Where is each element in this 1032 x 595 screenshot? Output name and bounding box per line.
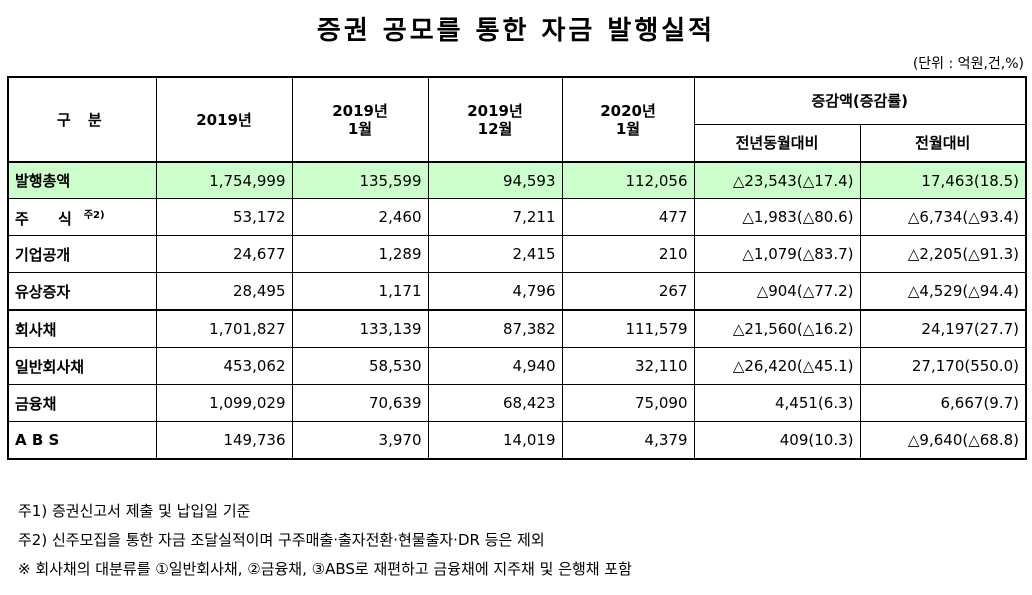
- cell-yoy: △26,420(△45.1): [693, 347, 861, 385]
- cell-mom: △2,205(△91.3): [859, 235, 1028, 273]
- cell-mom: 24,197(27.7): [859, 309, 1028, 348]
- cell-2020-1: 477: [561, 198, 695, 236]
- cell-2020-1: 75,090: [561, 384, 695, 422]
- cell-yoy: 4,451(6.3): [693, 384, 861, 422]
- cell-2019: 1,701,827: [155, 309, 293, 348]
- table-row-abs: A B S 149,736 3,970 14,019 4,379 409(10.…: [7, 421, 1028, 460]
- cell-2019-1: 133,139: [291, 309, 429, 348]
- cell-yoy: △1,983(△80.6): [693, 198, 861, 236]
- issuance-table: 구 분 2019년 2019년 1월 2019년 12월 2020년 1월 증감…: [7, 76, 1028, 460]
- cell-yoy: △904(△77.2): [693, 272, 861, 311]
- cell-2019: 28,495: [155, 272, 293, 311]
- cell-2019-1: 3,970: [291, 421, 429, 460]
- cell-2019-12: 4,796: [427, 272, 563, 311]
- cell-2019-12: 2,415: [427, 235, 563, 273]
- table-row-ipo: 기업공개 24,677 1,289 2,415 210 △1,079(△83.7…: [7, 235, 1028, 273]
- cell-2019-1: 2,460: [291, 198, 429, 236]
- cell-2020-1: 32,110: [561, 347, 695, 385]
- table-row-total: 발행총액 1,754,999 135,599 94,593 112,056 △2…: [7, 161, 1028, 199]
- cell-2019-12: 68,423: [427, 384, 563, 422]
- cell-2020-1: 210: [561, 235, 695, 273]
- footnote-2: 주2) 신주모집을 통한 자금 조달실적이며 구주매출·출자전환·현물출자·DR…: [18, 531, 545, 549]
- cell-mom: △9,640(△68.8): [859, 421, 1028, 460]
- cell-mom: 17,463(18.5): [859, 161, 1028, 199]
- row-label: 주 식주2): [7, 198, 157, 236]
- cell-2019-1: 70,639: [291, 384, 429, 422]
- cell-mom: △6,734(△93.4): [859, 198, 1028, 236]
- cell-2019-12: 7,211: [427, 198, 563, 236]
- cell-yoy: △21,560(△16.2): [693, 309, 861, 348]
- cell-2020-1: 112,056: [561, 161, 695, 199]
- cell-2019-1: 1,171: [291, 272, 429, 311]
- header-change-yoy: 전년동월대비: [693, 124, 861, 163]
- cell-2019: 53,172: [155, 198, 293, 236]
- header-2019-12: 2019년 12월: [427, 76, 563, 163]
- cell-2019-1: 58,530: [291, 347, 429, 385]
- row-label: 일반회사채: [7, 347, 157, 385]
- table-row-financial-bond: 금융채 1,099,029 70,639 68,423 75,090 4,451…: [7, 384, 1028, 422]
- cell-2020-1: 267: [561, 272, 695, 311]
- header-2019-1: 2019년 1월: [291, 76, 429, 163]
- footnotes: 주1) 증권신고서 제출 및 납입일 기준 주2) 신주모집을 통한 자금 조달…: [18, 497, 632, 584]
- header-change-mom: 전월대비: [859, 124, 1028, 163]
- footnote-3: ※ 회사채의 대분류를 ①일반회사채, ②금융채, ③ABS로 재편하고 금융채…: [18, 560, 632, 578]
- cell-yoy: 409(10.3): [693, 421, 861, 460]
- cell-2019-12: 14,019: [427, 421, 563, 460]
- cell-mom: △4,529(△94.4): [859, 272, 1028, 311]
- cell-2019-1: 135,599: [291, 161, 429, 199]
- cell-2019-1: 1,289: [291, 235, 429, 273]
- unit-label: (단위 : 억원,건,%): [912, 56, 1024, 72]
- row-label: 금융채: [7, 384, 157, 422]
- row-label: 발행총액: [7, 161, 157, 199]
- cell-2020-1: 4,379: [561, 421, 695, 460]
- header-change-group: 증감액(증감률): [693, 76, 1028, 125]
- cell-mom: 27,170(550.0): [859, 347, 1028, 385]
- cell-2019: 453,062: [155, 347, 293, 385]
- cell-mom: 6,667(9.7): [859, 384, 1028, 422]
- footnote-1: 주1) 증권신고서 제출 및 납입일 기준: [18, 502, 251, 520]
- table-row-corporate-bond: 회사채 1,701,827 133,139 87,382 111,579 △21…: [7, 309, 1028, 348]
- cell-yoy: △23,543(△17.4): [693, 161, 861, 199]
- row-label: 기업공개: [7, 235, 157, 273]
- page-title: 증권 공모를 통한 자금 발행실적: [316, 16, 716, 46]
- row-label: 유상증자: [7, 272, 157, 311]
- cell-2019: 149,736: [155, 421, 293, 460]
- cell-2020-1: 111,579: [561, 309, 695, 348]
- row-label: 회사채: [7, 309, 157, 348]
- header-2020-1: 2020년 1월: [561, 76, 695, 163]
- cell-2019: 1,099,029: [155, 384, 293, 422]
- table-row-stock: 주 식주2) 53,172 2,460 7,211 477 △1,983(△80…: [7, 198, 1028, 236]
- cell-2019-12: 87,382: [427, 309, 563, 348]
- cell-2019: 24,677: [155, 235, 293, 273]
- table-row-general-corporate-bond: 일반회사채 453,062 58,530 4,940 32,110 △26,42…: [7, 347, 1028, 385]
- table-row-rights-offering: 유상증자 28,495 1,171 4,796 267 △904(△77.2) …: [7, 272, 1028, 311]
- cell-2019-12: 94,593: [427, 161, 563, 199]
- header-category: 구 분: [7, 76, 157, 163]
- cell-yoy: △1,079(△83.7): [693, 235, 861, 273]
- cell-2019-12: 4,940: [427, 347, 563, 385]
- cell-2019: 1,754,999: [155, 161, 293, 199]
- header-2019: 2019년: [155, 76, 293, 163]
- row-label: A B S: [7, 421, 157, 460]
- row-label-footnote: 주2): [83, 209, 105, 221]
